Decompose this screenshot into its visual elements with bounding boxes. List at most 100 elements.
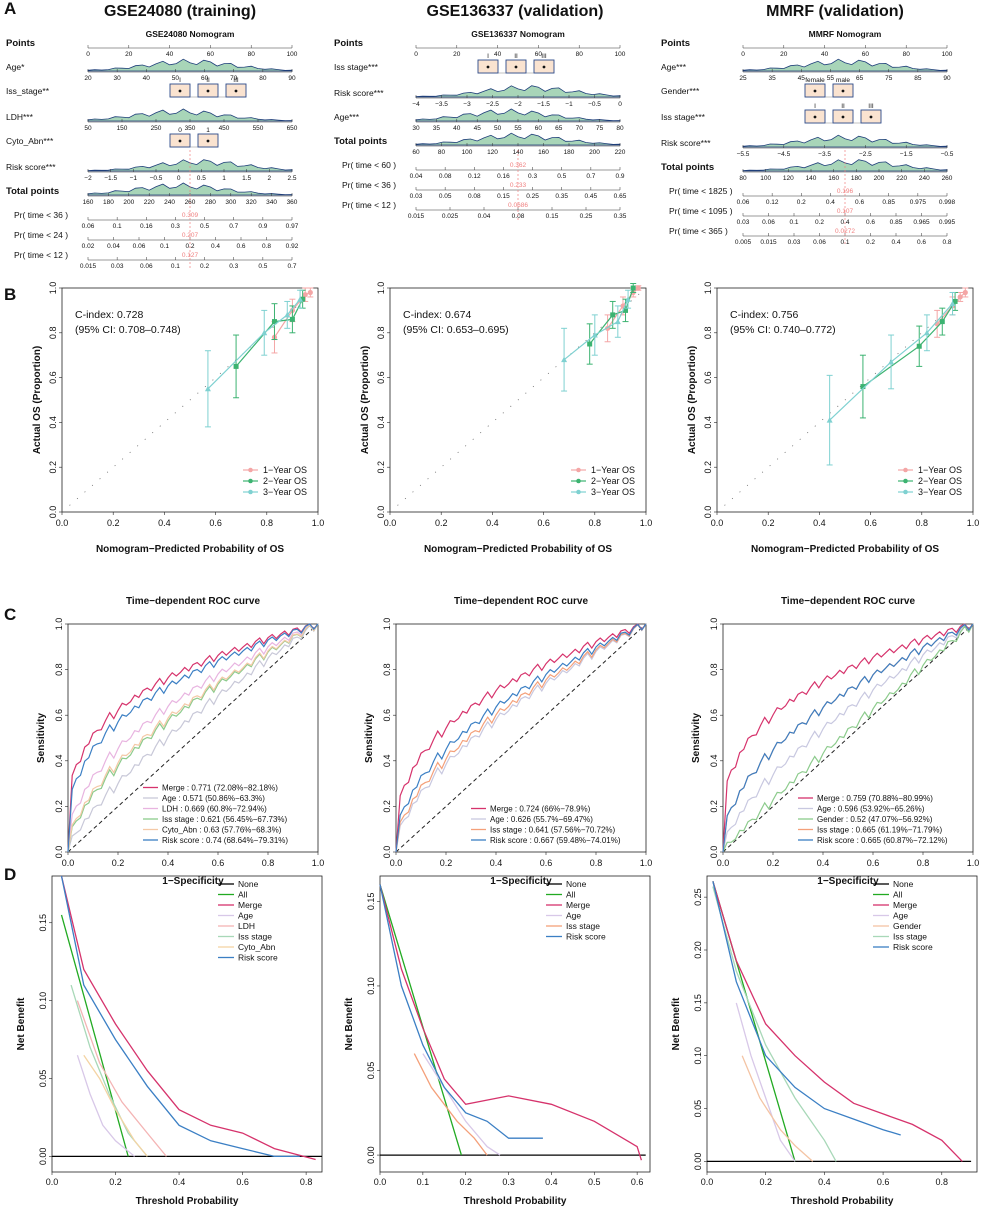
- legend-label: None: [238, 879, 259, 889]
- y-tick-label: 0.6: [376, 371, 386, 384]
- legend-label: None: [566, 879, 587, 889]
- x-tick-label: 0.8: [917, 858, 930, 868]
- tick-label: 0.2: [866, 239, 875, 246]
- x-tick-label: 0.0: [717, 858, 730, 868]
- tick-label: 20: [780, 51, 788, 58]
- dca-curve: [712, 881, 901, 1136]
- row-label: Pr( time < 36 ): [342, 180, 396, 190]
- y-tick-label: 0.0: [54, 846, 64, 859]
- category-label: female: [805, 77, 825, 84]
- calibration-series-0: 1−Year OS: [898, 287, 969, 475]
- plot-frame: [716, 287, 974, 513]
- x-tick-label: 0.0: [62, 858, 75, 868]
- box-mean-point: [234, 89, 238, 93]
- tick-label: 60: [535, 125, 543, 132]
- calibration-point: [888, 358, 895, 365]
- legend-label: Age: [893, 911, 908, 921]
- x-tick-label: 1.0: [967, 858, 980, 868]
- legend-label: Iss stage : 0.641 (57.56%−70.72%): [490, 826, 616, 835]
- tick-label: −4.5: [777, 151, 790, 158]
- legend-label: Risk score : 0.667 (59.48%−74.01%): [490, 836, 621, 845]
- category-label: II: [514, 53, 518, 60]
- calibration-series-0: 1−Year OS: [243, 287, 314, 475]
- tick-label: 0: [177, 175, 181, 182]
- tick-label: 180: [564, 149, 575, 156]
- tick-label: 0.015: [80, 263, 97, 270]
- x-tick-label: 0.5: [588, 1177, 601, 1187]
- x-tick-label: 0.0: [374, 1177, 387, 1187]
- tick-label: 0.8: [942, 239, 951, 246]
- tick-label: 0: [618, 101, 622, 108]
- panel-letter-B: B: [4, 285, 16, 304]
- tick-label: 120: [783, 175, 794, 182]
- tick-label: 0.015: [760, 239, 777, 246]
- tick-label: 0: [741, 51, 745, 58]
- legend-label: Age : 0.626 (55.7%−69.47%): [490, 815, 593, 824]
- tick-label: 140: [806, 175, 817, 182]
- y-tick-label: 0.2: [376, 461, 386, 474]
- calibration-point: [826, 417, 833, 423]
- calibration-line: [829, 303, 953, 421]
- box-mean-point: [813, 89, 817, 93]
- calibration-point: [623, 307, 629, 313]
- x-axis-label: Threshold Probability: [464, 1196, 567, 1207]
- y-tick-label: 0.2: [709, 800, 719, 813]
- tick-label: 450: [219, 125, 230, 132]
- box-mean-point: [178, 139, 182, 143]
- box-mean-point: [841, 115, 845, 119]
- calibration-point: [614, 318, 621, 325]
- x-tick-label: 0.8: [589, 518, 602, 528]
- calibration-series-1: 2−Year OS: [859, 291, 962, 486]
- tick-label: 340: [266, 199, 277, 206]
- tick-label: 65: [555, 125, 563, 132]
- y-tick-label: 0.10: [693, 1047, 703, 1065]
- x-tick-label: 0.2: [440, 858, 453, 868]
- tick-label: 240: [164, 199, 175, 206]
- x-axis-label: 1−Specificity: [817, 876, 879, 887]
- tick-label: 60: [862, 51, 870, 58]
- row-label: Points: [661, 38, 690, 49]
- legend-label: Cyto_Abn : 0.63 (57.76%−68.3%): [162, 826, 282, 835]
- tick-label: 260: [942, 175, 953, 182]
- x-tick-label: 0.2: [759, 1177, 772, 1187]
- legend-label: Iss stage : 0.665 (61.19%−71.79%): [817, 826, 943, 835]
- tick-label: 220: [615, 149, 626, 156]
- c-index-ci-label: (95% CI: 0.708–0.748): [75, 324, 181, 336]
- calibration-point: [610, 312, 616, 318]
- tick-label: 80: [576, 51, 584, 58]
- calibration-line: [862, 301, 956, 388]
- tick-label: 90: [288, 75, 296, 82]
- tick-label: 80: [616, 125, 624, 132]
- tick-label: 65: [856, 75, 864, 82]
- y-tick-label: 0.6: [382, 709, 392, 722]
- x-tick-label: 0.4: [162, 858, 175, 868]
- tick-label: 0.08: [512, 213, 525, 220]
- legend-marker: [576, 467, 581, 473]
- tick-label: 80: [248, 51, 256, 58]
- legend-label: Iss stage: [238, 932, 272, 942]
- x-tick-label: 0.8: [262, 858, 275, 868]
- legend-label: Risk score : 0.74 (68.64%−79.31%): [162, 836, 288, 845]
- x-tick-label: 0.2: [435, 518, 448, 528]
- x-tick-label: 0.8: [261, 518, 274, 528]
- tick-label: 0.85: [882, 199, 895, 206]
- legend-label: 3−Year OS: [263, 487, 307, 497]
- roc-curve: [395, 623, 647, 853]
- x-tick-label: 0.0: [390, 858, 403, 868]
- nomogram-row: Cyto_Abn*** 0 1: [6, 127, 219, 148]
- tick-label: 0.4: [211, 243, 220, 250]
- calibration-point: [916, 343, 922, 349]
- roc-title: Time−dependent ROC curve: [781, 596, 915, 607]
- dca-curve: [422, 1053, 501, 1156]
- row-label: Total points: [6, 186, 59, 197]
- nomogram-row: Pr( time < 60 ) 0.04 0.08 0.12 0.16 0.3 0.5 0.7…: [342, 160, 625, 180]
- tick-label: 70: [230, 75, 238, 82]
- tick-label: 2: [268, 175, 272, 182]
- dca-curve: [60, 914, 129, 1157]
- tick-label: 100: [287, 51, 298, 58]
- box-mean-point: [514, 65, 518, 69]
- density-area: [87, 182, 293, 196]
- y-tick-label: 1.0: [48, 282, 58, 295]
- tick-label: 0.35: [614, 213, 627, 220]
